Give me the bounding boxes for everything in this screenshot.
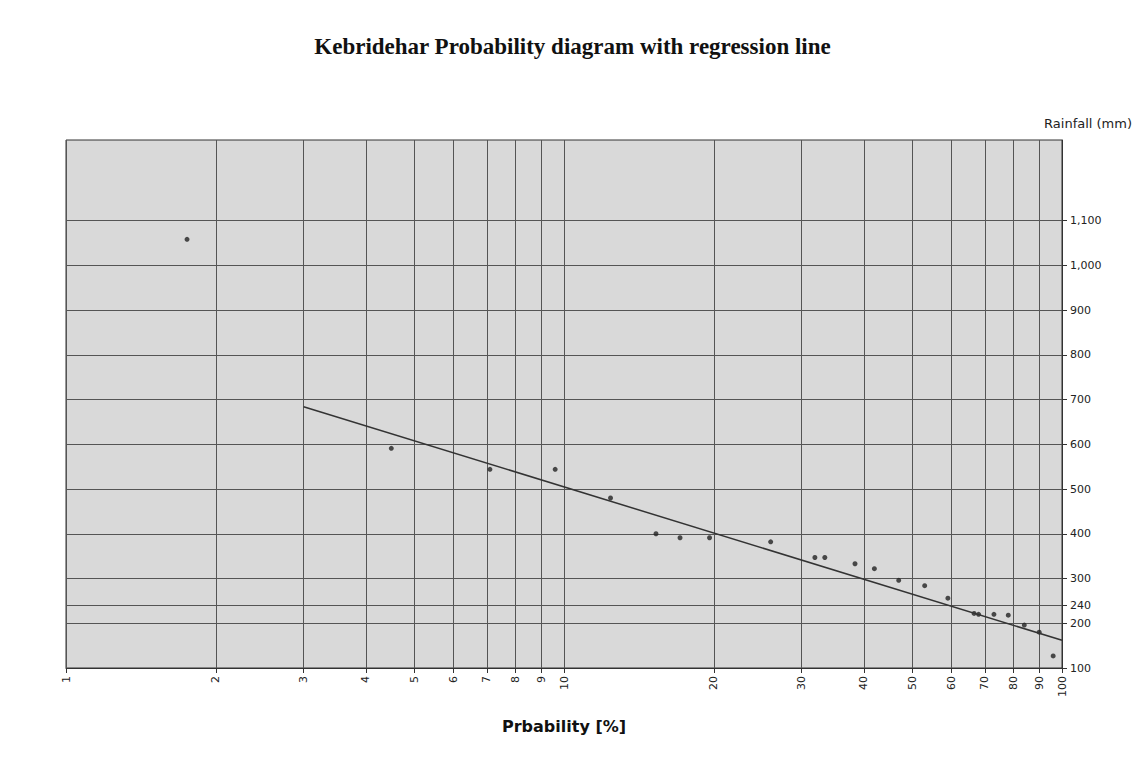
svg-text:100: 100: [1056, 676, 1069, 697]
svg-text:40: 40: [857, 676, 870, 690]
svg-text:1,100: 1,100: [1070, 214, 1102, 227]
svg-text:240: 240: [1070, 599, 1091, 612]
svg-text:300: 300: [1070, 572, 1091, 585]
svg-text:4: 4: [359, 676, 372, 683]
svg-text:2: 2: [209, 676, 222, 683]
svg-text:900: 900: [1070, 304, 1091, 317]
svg-text:500: 500: [1070, 483, 1091, 496]
svg-text:Prbability [%]: Prbability [%]: [502, 717, 626, 736]
svg-text:10: 10: [558, 676, 571, 690]
svg-text:600: 600: [1070, 438, 1091, 451]
svg-text:90: 90: [1033, 676, 1046, 690]
svg-text:7: 7: [480, 676, 493, 683]
svg-text:30: 30: [795, 676, 808, 690]
svg-text:20: 20: [707, 676, 720, 690]
svg-text:Rainfall (mm): Rainfall (mm): [1044, 116, 1132, 131]
svg-text:80: 80: [1007, 676, 1020, 690]
svg-text:6: 6: [447, 676, 460, 683]
svg-text:70: 70: [978, 676, 991, 690]
svg-text:1,000: 1,000: [1070, 259, 1102, 272]
svg-text:800: 800: [1070, 348, 1091, 361]
svg-text:100: 100: [1070, 662, 1091, 675]
svg-text:50: 50: [906, 676, 919, 690]
svg-text:9: 9: [535, 676, 548, 683]
svg-text:8: 8: [509, 676, 522, 683]
svg-text:200: 200: [1070, 617, 1091, 630]
svg-text:700: 700: [1070, 393, 1091, 406]
svg-text:1: 1: [60, 676, 73, 683]
svg-text:Kebridehar Probability diagram: Kebridehar Probability diagram with regr…: [314, 34, 830, 59]
svg-text:5: 5: [408, 676, 421, 683]
svg-text:400: 400: [1070, 527, 1091, 540]
svg-text:60: 60: [945, 676, 958, 690]
svg-text:3: 3: [297, 676, 310, 683]
